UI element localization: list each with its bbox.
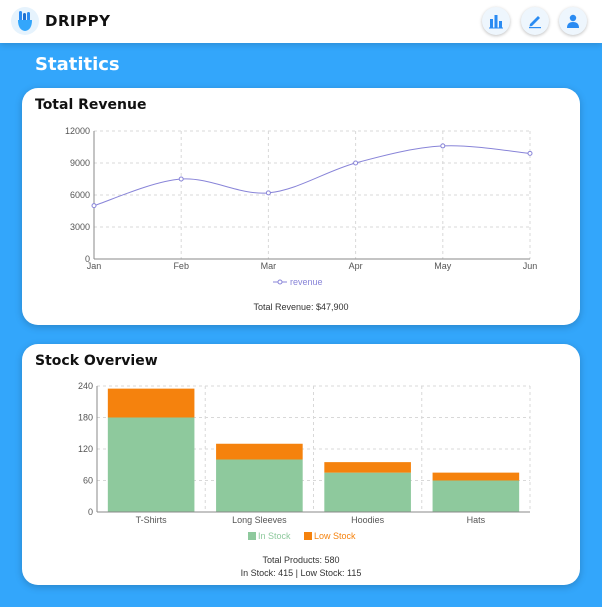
- y-tick-label: 60: [83, 476, 93, 486]
- edit-nav-button[interactable]: [521, 7, 549, 35]
- stats-icon: [489, 15, 503, 29]
- revenue-card: Total Revenue 0 3000 6000 9000 12000 Jan Feb Ma…: [22, 88, 580, 325]
- user-nav-button[interactable]: [559, 7, 587, 35]
- stock-card-title: Stock Overview: [35, 353, 158, 369]
- y-tick-label: 180: [78, 413, 93, 423]
- top-bar: DRIPPY: [0, 0, 602, 43]
- revenue-point: [178, 176, 184, 182]
- stock-chart: 0 60 120 180 240 T-Shirts Long Sleeves Hoodies H…: [78, 381, 531, 541]
- legend-low-stock-label: Low Stock: [314, 531, 356, 541]
- low-stock-bar: [107, 388, 195, 418]
- stock-summary-breakdown: In Stock: 415 | Low Stock: 115: [240, 568, 362, 578]
- edit-icon: [529, 16, 541, 29]
- low-stock-bar: [216, 443, 303, 460]
- x-tick-label: Hoodies: [351, 515, 385, 525]
- x-tick-label: Apr: [349, 261, 363, 271]
- legend-revenue-marker: [277, 279, 283, 285]
- revenue-point: [527, 150, 533, 156]
- page-title: Statitics: [35, 54, 120, 75]
- y-tick-label: 120: [78, 444, 93, 454]
- stats-nav-button[interactable]: [482, 7, 510, 35]
- x-tick-label: Long Sleeves: [232, 515, 287, 525]
- y-tick-label: 6000: [70, 190, 90, 200]
- in-stock-bar: [432, 480, 520, 512]
- x-tick-label: T-Shirts: [136, 515, 168, 525]
- x-tick-label: Mar: [261, 261, 277, 271]
- y-tick-label: 0: [88, 507, 93, 517]
- in-stock-bar: [324, 472, 411, 512]
- legend-revenue-label: revenue: [290, 277, 323, 287]
- revenue-point: [353, 160, 359, 166]
- low-stock-bar: [324, 462, 411, 473]
- brand-name: DRIPPY: [45, 12, 111, 30]
- stock-summary-total: Total Products: 580: [262, 555, 340, 565]
- y-tick-label: 0: [85, 254, 90, 264]
- y-tick-label: 3000: [70, 222, 90, 232]
- y-tick-label: 9000: [70, 158, 90, 168]
- in-stock-bar: [107, 417, 195, 512]
- stock-card: Stock Overview 0 60 120 180 240 T-Shirts Long …: [22, 344, 580, 585]
- y-tick-label: 240: [78, 381, 93, 391]
- revenue-line: [93, 145, 531, 207]
- revenue-point: [440, 143, 446, 149]
- revenue-point: [265, 190, 271, 196]
- legend-in-stock-swatch: [248, 532, 256, 540]
- x-tick-label: Jun: [523, 261, 538, 271]
- y-tick-label: 12000: [65, 126, 90, 136]
- legend-in-stock-label: In Stock: [258, 531, 291, 541]
- legend-low-stock-swatch: [304, 532, 312, 540]
- x-tick-label: Feb: [173, 261, 189, 271]
- drippy-logo-icon[interactable]: [11, 7, 39, 35]
- x-tick-label: Jan: [87, 261, 102, 271]
- x-tick-label: May: [434, 261, 452, 271]
- low-stock-bar: [432, 472, 520, 481]
- in-stock-bar: [216, 459, 303, 512]
- revenue-card-title: Total Revenue: [35, 97, 147, 113]
- user-icon: [567, 14, 579, 28]
- x-tick-label: Hats: [467, 515, 486, 525]
- revenue-summary: Total Revenue: $47,900: [253, 302, 349, 312]
- revenue-point: [91, 203, 97, 209]
- revenue-chart: 0 3000 6000 9000 12000 Jan Feb Mar Apr May Jun reve…: [65, 126, 538, 287]
